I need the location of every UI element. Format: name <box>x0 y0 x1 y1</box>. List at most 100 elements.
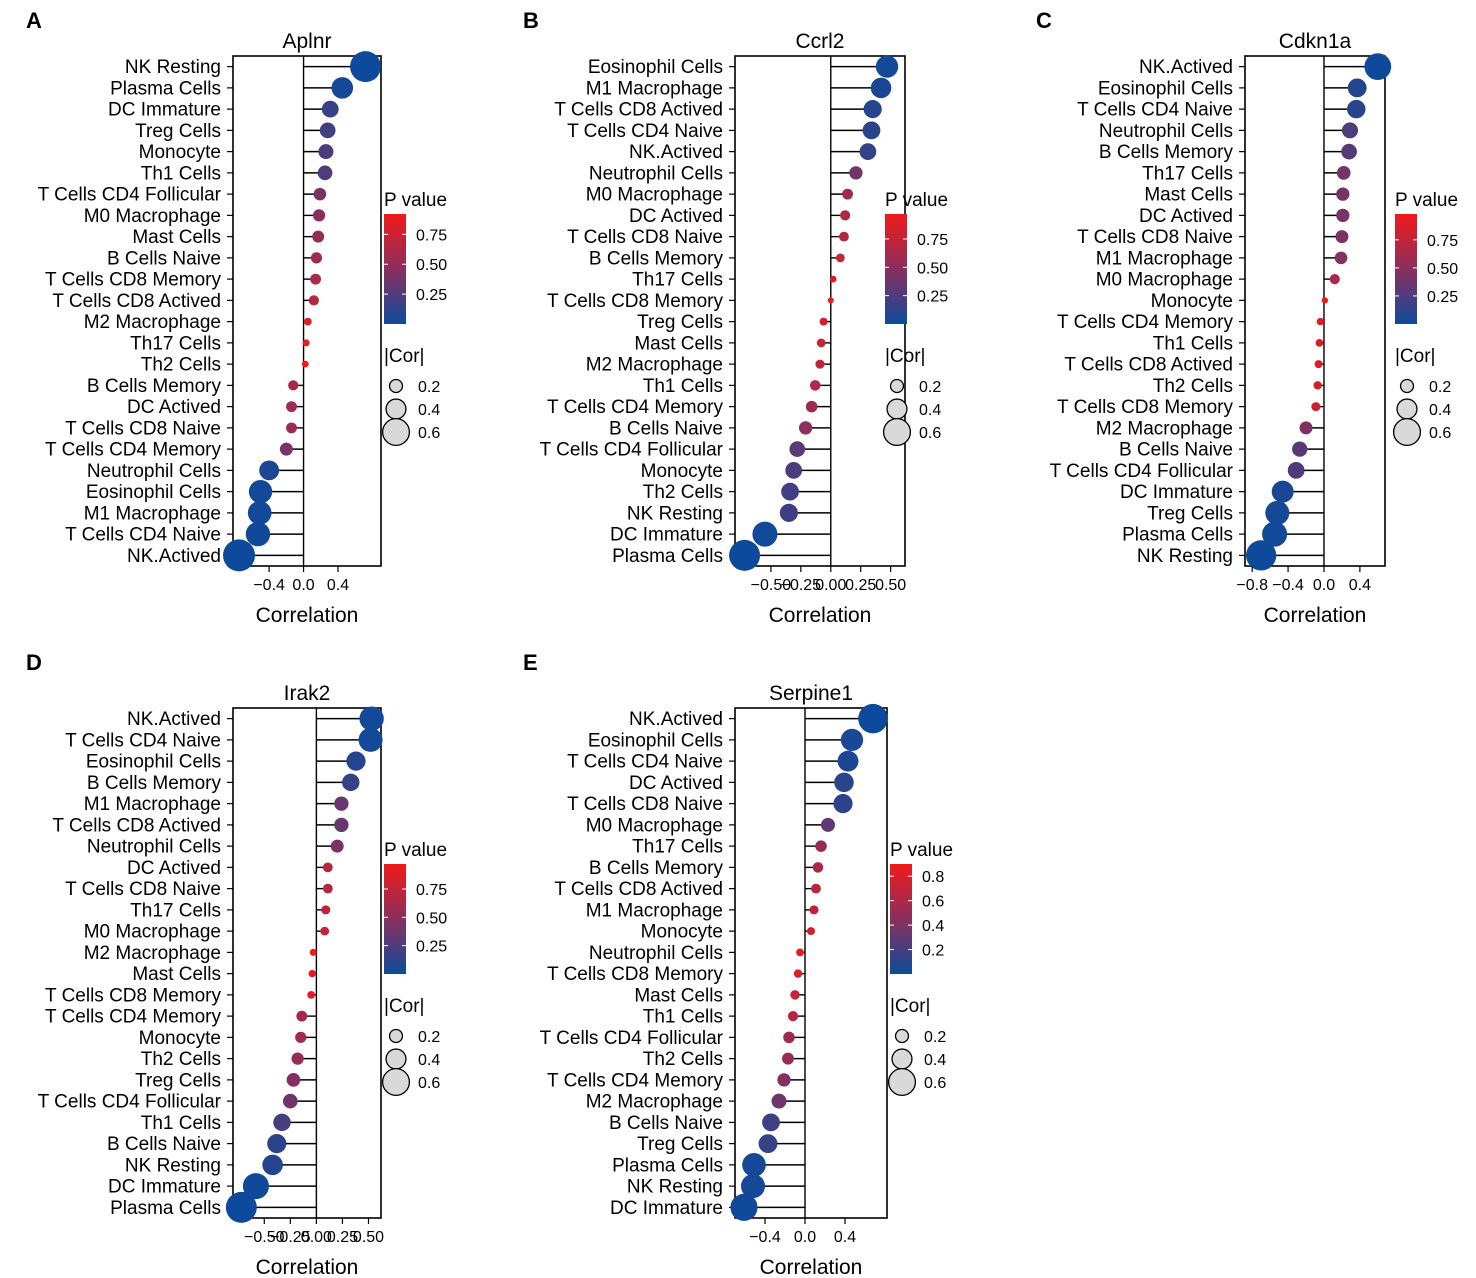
lollipop-point <box>1299 421 1313 435</box>
y-tick-label: M0 Macrophage <box>586 815 723 836</box>
y-tick-label: Th2 Cells <box>1153 376 1233 397</box>
colorbar-tick-label: 0.50 <box>1427 261 1458 278</box>
y-tick-label: Eosinophil Cells <box>86 482 221 503</box>
lollipop-point <box>730 1193 758 1221</box>
x-tick-label: 0.4 <box>327 577 349 594</box>
y-tick-label: DC Immature <box>108 100 221 121</box>
y-tick-label: Th1 Cells <box>643 376 723 397</box>
y-tick-label: T Cells CD8 Naive <box>1077 227 1233 248</box>
y-tick-label: Mast Cells <box>132 964 221 985</box>
y-tick-label: Th17 Cells <box>130 900 221 921</box>
x-tick-label: −0.25 <box>270 1229 311 1246</box>
y-tick-label: Plasma Cells <box>110 78 221 99</box>
size-legend-circle <box>388 1028 404 1044</box>
size-legend-label: 0.2 <box>1429 379 1451 396</box>
y-tick-label: T Cells CD8 Actived <box>554 100 723 121</box>
x-tick-label: 0.0 <box>292 577 314 594</box>
y-tick-label: Neutrophil Cells <box>87 461 221 482</box>
lollipop-point <box>301 360 309 368</box>
y-tick-label: T Cells CD8 Memory <box>547 964 723 985</box>
y-tick-label: Neutrophil Cells <box>589 163 723 184</box>
lollipop-point <box>839 231 849 242</box>
y-tick-label: NK Resting <box>1137 546 1233 567</box>
size-legend-circle <box>886 398 908 420</box>
y-tick-label: Eosinophil Cells <box>86 752 221 773</box>
y-tick-label: DC Actived <box>127 397 221 418</box>
lollipop-point <box>334 817 349 833</box>
y-tick-label: T Cells CD8 Naive <box>65 418 221 439</box>
lollipop-point <box>777 1073 791 1087</box>
lollipop-point <box>322 883 333 894</box>
x-tick-label: 0.25 <box>845 577 876 594</box>
size-legend-circle <box>882 417 912 447</box>
lollipop-point <box>350 51 381 83</box>
y-tick-label: M0 Macrophage <box>586 185 723 206</box>
lollipop-point <box>334 796 349 811</box>
y-tick-label: B Cells Memory <box>87 773 222 794</box>
legend-size-title: |Cor| <box>384 346 425 367</box>
y-tick-label: M2 Macrophage <box>84 312 221 333</box>
y-tick-label: Th1 Cells <box>1153 333 1233 354</box>
y-tick-label: T Cells CD4 Memory <box>45 440 221 461</box>
y-tick-label: DC Actived <box>629 773 723 794</box>
lollipop-point <box>242 1173 269 1200</box>
size-legend-label: 0.6 <box>418 425 440 442</box>
lollipop-point <box>342 773 360 792</box>
lollipop-point <box>1287 462 1305 479</box>
x-tick-label: 0.4 <box>1349 577 1371 594</box>
lollipop-point <box>829 275 837 283</box>
lollipop-point <box>1341 143 1357 160</box>
y-tick-label: T Cells CD4 Naive <box>1077 100 1233 121</box>
panel-letter: E <box>523 650 538 675</box>
y-tick-label: T Cells CD8 Memory <box>1057 397 1233 418</box>
y-tick-label: Monocyte <box>1151 291 1233 312</box>
lollipop-point <box>286 422 297 434</box>
plot-frame <box>734 707 888 1219</box>
lollipop-point <box>319 122 336 139</box>
lollipop-point <box>259 460 280 481</box>
colorbar-tick-label: 0.25 <box>917 289 948 306</box>
lollipop-point <box>870 77 892 99</box>
lollipop-point <box>248 479 273 504</box>
y-tick-label: DC Immature <box>610 525 723 546</box>
lollipop-point <box>291 1052 304 1065</box>
y-tick-label: T Cells CD4 Follicular <box>540 440 724 461</box>
legend-p-title: P value <box>1395 190 1458 211</box>
lollipop-point <box>331 77 354 99</box>
chart-title: Cdkn1a <box>1279 30 1352 53</box>
lollipop-point <box>875 55 899 78</box>
lollipop-point <box>1311 402 1321 412</box>
size-legend-circle <box>385 398 407 420</box>
y-tick-label: B Cells Memory <box>589 248 724 269</box>
lollipop-point <box>1315 339 1324 347</box>
y-tick-label: T Cells CD4 Follicular <box>1050 461 1234 482</box>
legend-p-title: P value <box>890 840 953 861</box>
lollipop-point <box>359 706 384 731</box>
lollipop-point <box>835 253 845 263</box>
x-tick-label: 0.50 <box>353 1229 384 1246</box>
y-tick-label: T Cells CD4 Follicular <box>38 1092 222 1113</box>
x-tick-label: 0.4 <box>834 1229 856 1246</box>
y-tick-label: DC Actived <box>629 206 723 227</box>
colorbar-tick-label: 0.50 <box>917 260 948 277</box>
lollipop-point <box>840 210 851 221</box>
lollipop-point <box>806 927 816 936</box>
lollipop-point <box>809 905 819 915</box>
y-tick-label: B Cells Naive <box>107 1134 221 1155</box>
lollipop-point <box>796 948 804 957</box>
size-legend-circle <box>381 1067 411 1097</box>
lollipop-point <box>330 839 344 853</box>
lollipop-point <box>779 503 798 522</box>
lollipop-point <box>815 840 827 852</box>
lollipop-point <box>320 926 330 936</box>
size-legend-label: 0.2 <box>924 1029 946 1046</box>
y-tick-label: T Cells CD8 Naive <box>567 794 723 815</box>
lollipop-point <box>809 380 821 391</box>
lollipop-point <box>752 521 778 547</box>
lollipop-point <box>313 187 327 201</box>
x-axis-label: Correlation <box>1264 604 1367 627</box>
colorbar-tick-label: 0.75 <box>416 882 447 899</box>
y-tick-label: B Cells Naive <box>609 1113 723 1134</box>
